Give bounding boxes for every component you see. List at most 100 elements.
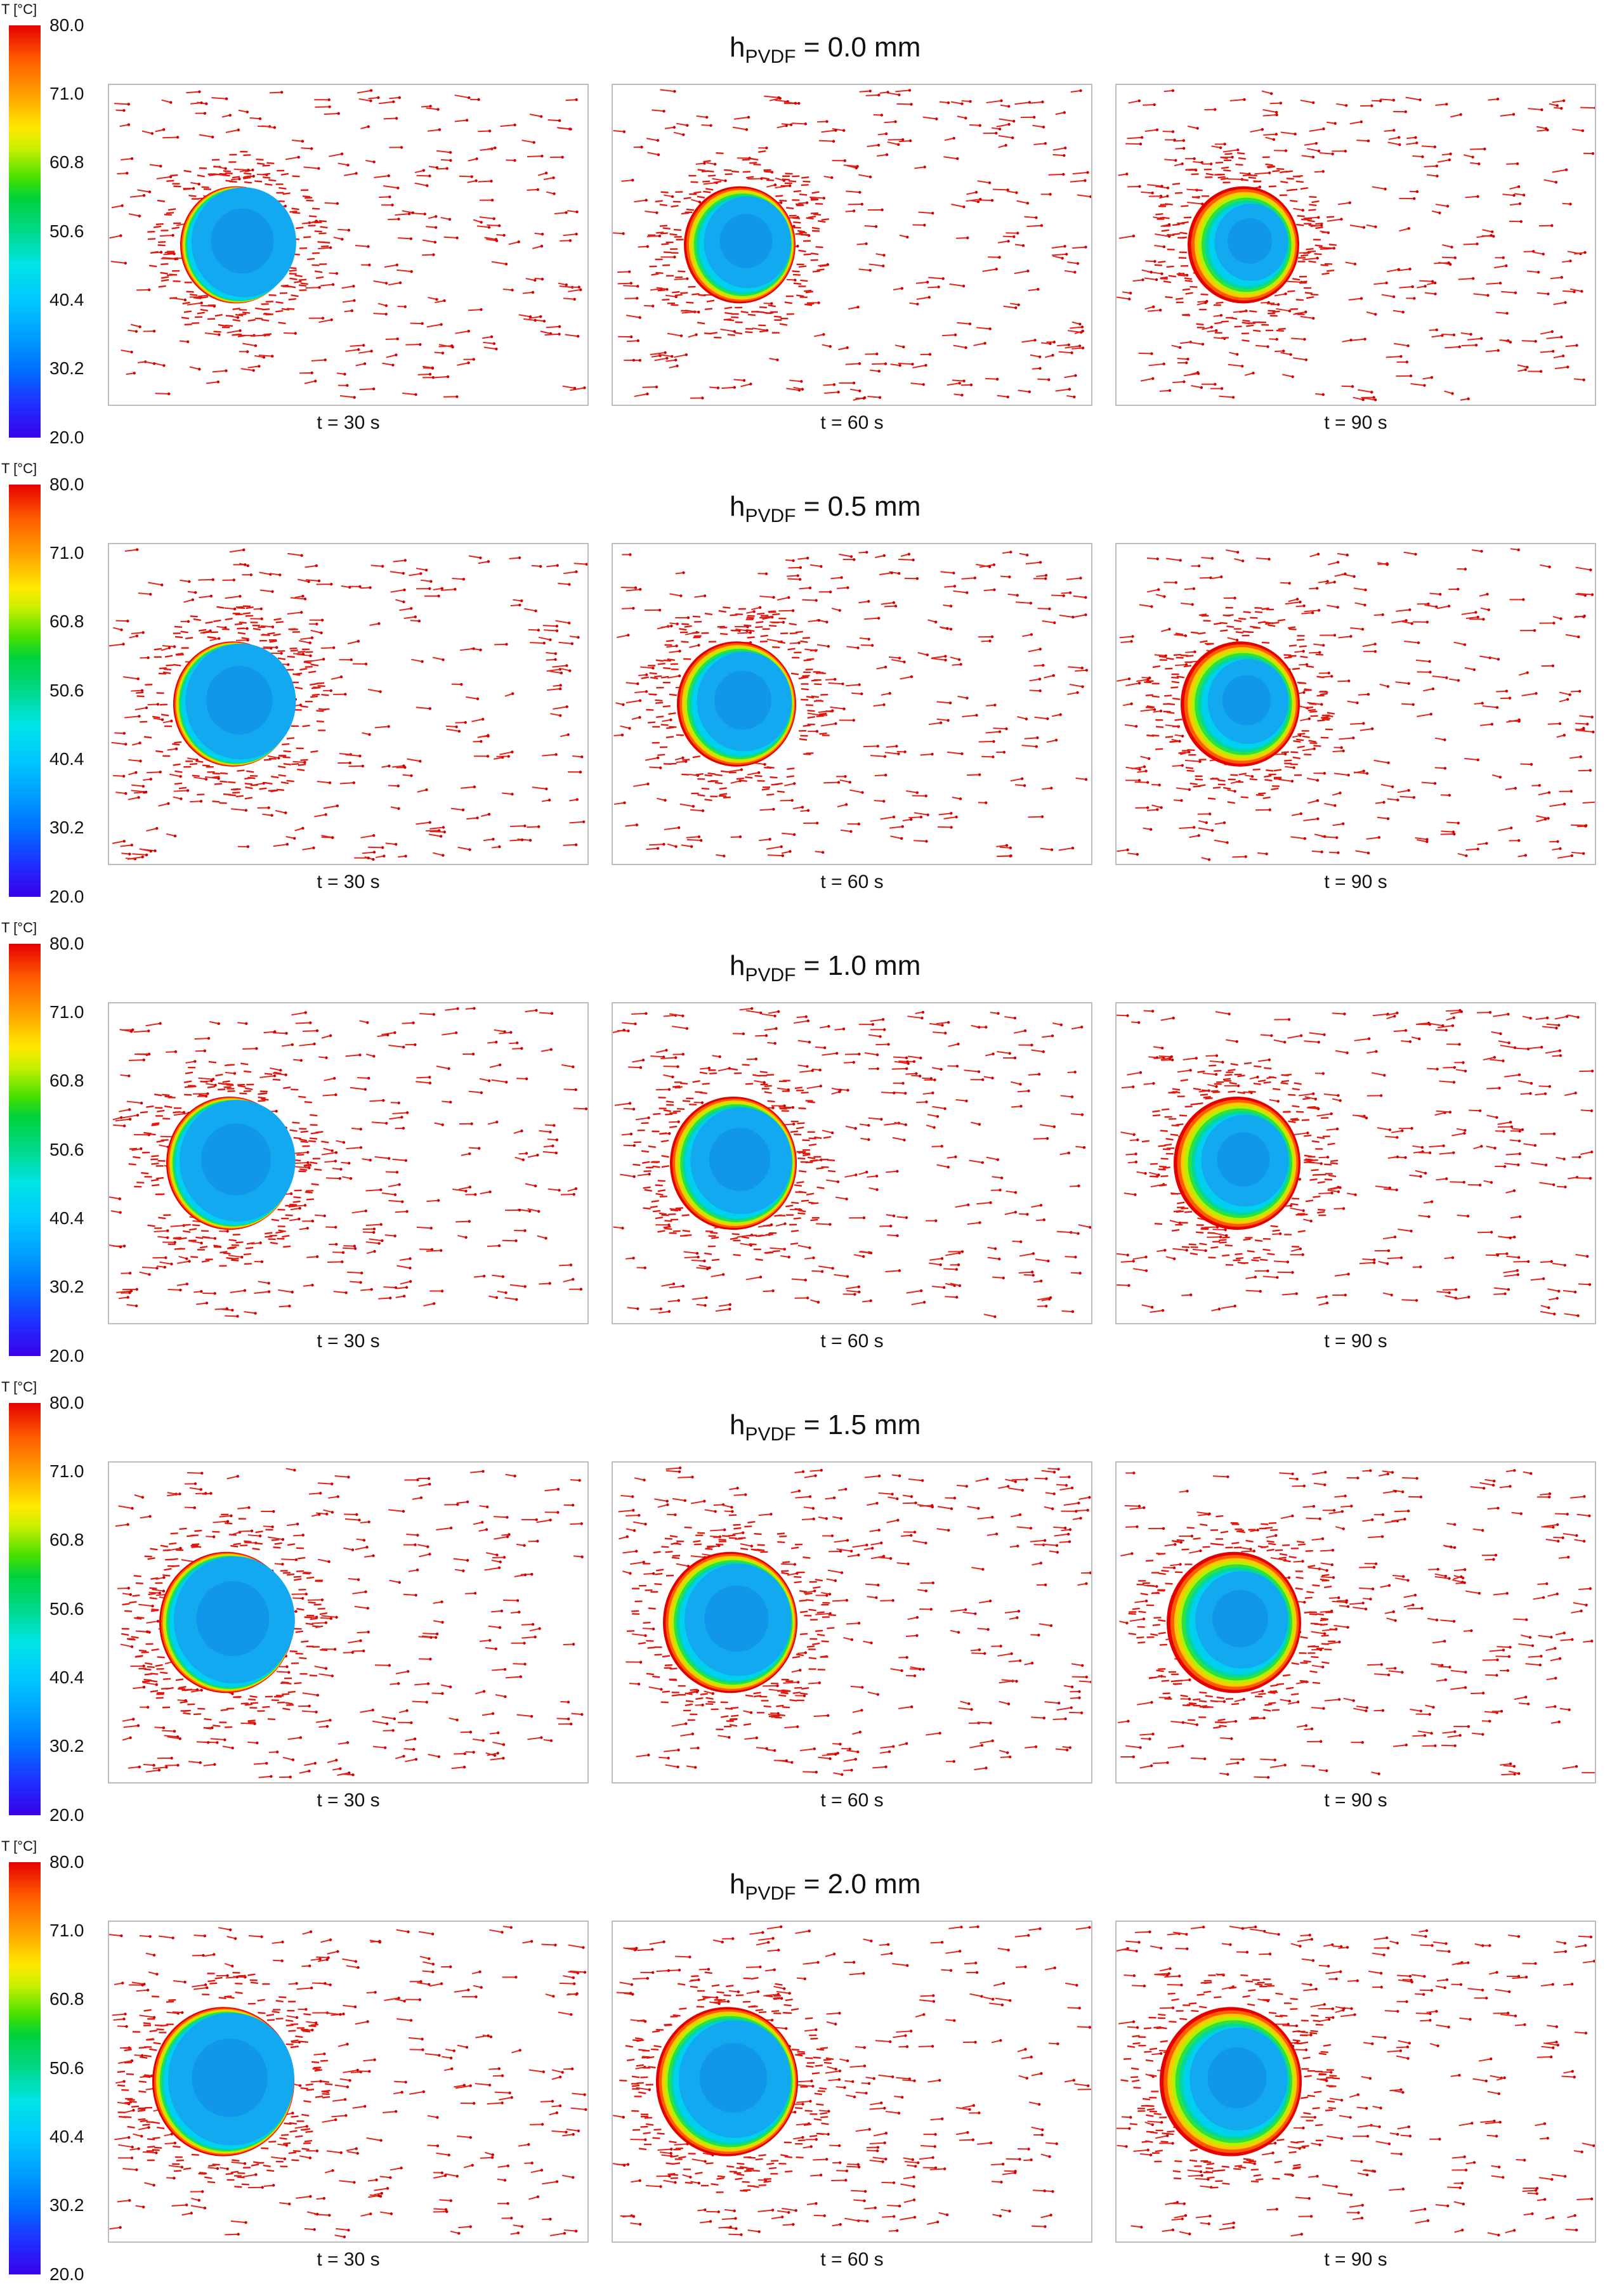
velocity-arrow-head	[154, 849, 156, 852]
velocity-arrow	[359, 99, 371, 101]
velocity-arrow-head	[421, 660, 423, 663]
velocity-arrow	[567, 211, 577, 212]
velocity-arrow-head	[1209, 812, 1211, 815]
velocity-arrow	[1071, 348, 1083, 349]
velocity-arrow-head	[121, 204, 123, 207]
velocity-arrow	[294, 1166, 310, 1168]
halo-arrow	[1172, 233, 1180, 234]
halo-arrow	[1226, 626, 1234, 627]
velocity-arrow-head	[1016, 232, 1019, 234]
velocity-arrow-head	[170, 1263, 173, 1265]
velocity-arrow-head	[192, 598, 194, 601]
velocity-arrow-head	[1014, 306, 1017, 309]
velocity-arrow-head	[128, 103, 130, 105]
velocity-arrow-head	[834, 678, 836, 681]
velocity-arrow-head	[871, 644, 874, 646]
velocity-arrow	[1011, 779, 1022, 781]
velocity-arrow	[1540, 332, 1552, 334]
halo-arrow	[202, 187, 209, 188]
velocity-arrow-head	[806, 557, 809, 559]
velocity-arrow	[295, 1152, 308, 1154]
velocity-arrow-head	[1414, 136, 1417, 139]
halo-arrow	[769, 625, 776, 626]
velocity-arrow	[213, 371, 226, 372]
velocity-arrow-head	[1047, 378, 1050, 381]
velocity-arrow-head	[141, 856, 144, 858]
velocity-arrow-head	[1356, 701, 1358, 704]
velocity-arrow-head	[194, 591, 197, 594]
halo-arrow	[808, 216, 816, 218]
halo-arrow	[310, 751, 318, 752]
halo-arrow	[819, 714, 827, 715]
velocity-arrow	[667, 676, 679, 678]
velocity-arrow-head	[1015, 192, 1018, 194]
halo-arrow	[265, 184, 272, 185]
halo-arrow	[1224, 153, 1232, 154]
velocity-arrow-head	[290, 1192, 292, 1195]
velocity-arrow	[1388, 142, 1400, 145]
velocity-arrow-head	[883, 554, 886, 557]
velocity-arrow-head	[309, 1021, 311, 1024]
velocity-arrow-head	[200, 1242, 202, 1244]
velocity-arrow-head	[205, 778, 207, 780]
velocity-arrow	[1121, 641, 1132, 642]
halo-arrow	[816, 716, 824, 717]
velocity-arrow-head	[214, 1237, 216, 1239]
velocity-arrow-head	[539, 565, 542, 568]
velocity-arrow-head	[225, 98, 228, 100]
velocity-arrow-head	[953, 137, 955, 140]
velocity-arrow-head	[1396, 799, 1399, 801]
halo-arrow	[1241, 179, 1248, 181]
velocity-arrow	[1404, 641, 1418, 642]
velocity-arrow	[234, 169, 249, 171]
halo-arrow	[213, 773, 220, 774]
velocity-arrow-head	[577, 335, 579, 337]
velocity-arrow	[864, 618, 879, 619]
velocity-arrow-head	[1198, 834, 1200, 837]
velocity-arrow-head	[147, 1029, 150, 1032]
velocity-arrow	[527, 156, 542, 157]
velocity-arrow-head	[898, 364, 901, 367]
velocity-arrow	[466, 818, 477, 819]
halo-arrow	[1243, 631, 1250, 632]
velocity-arrow	[1540, 351, 1553, 353]
velocity-arrow-head	[622, 703, 624, 706]
velocity-arrow-head	[495, 348, 497, 350]
velocity-arrow-head	[657, 139, 659, 141]
velocity-arrow-head	[473, 358, 475, 360]
halo-arrow	[740, 780, 747, 781]
velocity-arrow-head	[1473, 669, 1476, 671]
velocity-arrow-head	[402, 572, 405, 575]
velocity-arrow-head	[556, 1138, 558, 1141]
velocity-arrow-head	[816, 730, 818, 733]
velocity-arrow	[543, 625, 557, 626]
halo-arrow	[160, 273, 168, 274]
velocity-arrow-head	[627, 634, 629, 636]
velocity-arrow	[282, 1045, 292, 1046]
velocity-arrow-head	[1524, 369, 1527, 371]
velocity-arrow-head	[155, 1267, 158, 1269]
velocity-arrow-head	[940, 721, 942, 724]
velocity-arrow	[640, 667, 653, 669]
velocity-arrow-head	[140, 1147, 142, 1150]
velocity-arrow	[650, 1309, 661, 1310]
velocity-arrow-head	[850, 555, 853, 558]
velocity-arrow-head	[318, 580, 320, 582]
halo-arrow	[1302, 736, 1310, 738]
velocity-arrow	[396, 1266, 410, 1269]
halo-arrow	[661, 724, 669, 725]
velocity-arrow	[875, 556, 884, 558]
velocity-arrow-head	[1592, 731, 1594, 733]
velocity-arrow	[944, 586, 954, 587]
velocity-arrow-head	[1275, 133, 1278, 135]
halo-arrow	[1274, 770, 1281, 771]
velocity-arrow-head	[246, 110, 249, 113]
velocity-arrow-head	[1053, 341, 1056, 343]
velocity-arrow-head	[217, 381, 219, 383]
velocity-arrow-head	[143, 791, 145, 793]
velocity-arrow	[157, 1237, 167, 1238]
velocity-arrow-head	[1305, 358, 1307, 361]
velocity-arrow-head	[646, 393, 648, 395]
halo-arrow	[1266, 164, 1273, 165]
velocity-arrow-head	[855, 167, 858, 169]
